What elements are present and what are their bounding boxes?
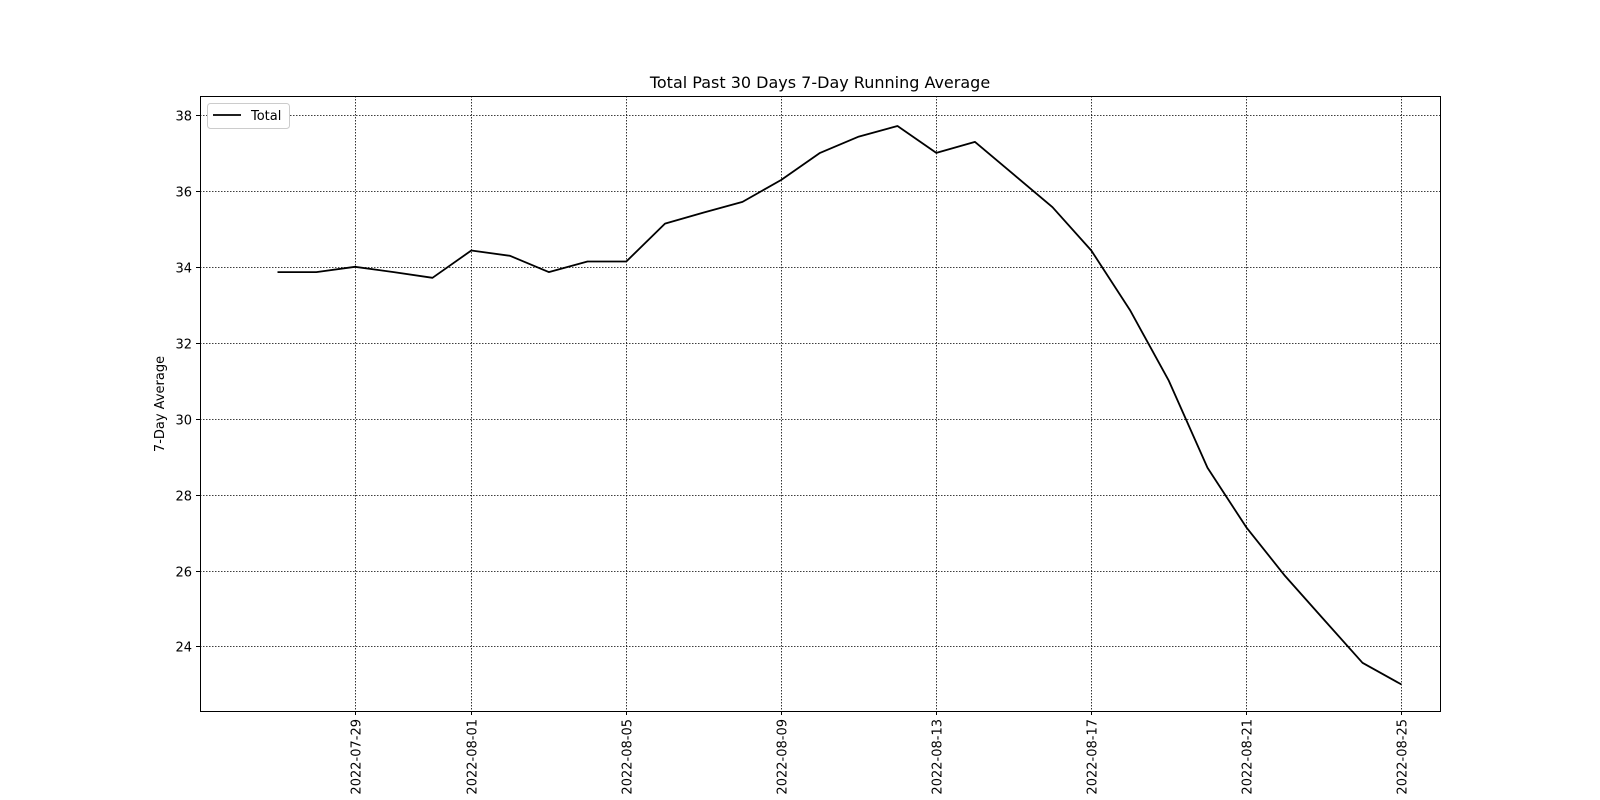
x-tick-label: 2022-08-17 — [1086, 719, 1101, 795]
y-tick-label: 24 — [175, 641, 192, 656]
plot-frame — [200, 96, 1441, 712]
y-tick-label: 30 — [175, 414, 192, 429]
x-tick-label: 2022-08-09 — [776, 719, 791, 795]
grid-lines — [200, 96, 1440, 711]
x-tick-label: 2022-08-21 — [1241, 719, 1256, 795]
y-tick-label: 26 — [175, 566, 192, 581]
legend-box — [207, 103, 290, 129]
y-tick-label: 32 — [175, 338, 192, 353]
y-tick-label: 34 — [175, 262, 192, 277]
legend: Total — [207, 103, 290, 129]
axis-ticks: 24 26 28 30 32 34 36 38 2022-07-29 2022-08-01 2022… — [175, 110, 1410, 795]
y-tick-label: 38 — [175, 110, 192, 125]
series-line-total — [277, 125, 1402, 686]
y-tick-label: 28 — [175, 490, 192, 505]
chart-title: Total Past 30 Days 7-Day Running Average — [649, 73, 990, 92]
y-tick-label: 36 — [175, 186, 192, 201]
x-tick-label: 2022-08-25 — [1396, 719, 1411, 795]
x-tick-label: 2022-07-29 — [350, 719, 365, 795]
legend-label-total: Total — [250, 109, 281, 124]
x-tick-label: 2022-08-05 — [621, 719, 636, 795]
y-axis-label: 7-Day Average — [153, 356, 168, 452]
x-tick-label: 2022-08-13 — [931, 719, 946, 795]
x-tick-label: 2022-08-01 — [466, 719, 481, 795]
series-layer — [277, 125, 1402, 686]
